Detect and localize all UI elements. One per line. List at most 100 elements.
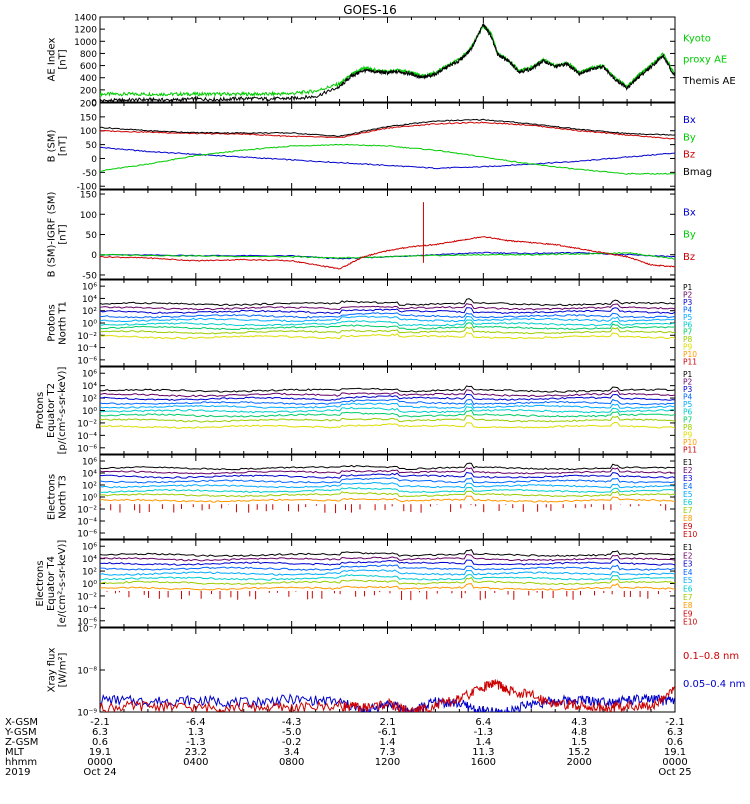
legend-entry: P6	[683, 408, 693, 417]
chart-title: GOES-16	[343, 3, 397, 17]
x-table-value: -1.3	[474, 727, 494, 738]
legend-entry: E1	[683, 458, 693, 467]
legend-entry: E8	[683, 514, 693, 523]
legend-entry: E3	[683, 560, 693, 569]
series-line	[100, 495, 675, 503]
legend-entry: E5	[683, 576, 693, 585]
panel-en: 10⁶ 10⁴ 10² 10⁰ 10⁻² 10⁻⁴ 10⁻⁶ Electrons North T…	[47, 454, 698, 540]
series-line	[100, 421, 675, 429]
legend-entry: P8	[683, 335, 693, 344]
x-table-value: -4.3	[282, 717, 302, 728]
x-table-value: 0000	[87, 757, 112, 768]
x-table-row-label: hhmm	[5, 757, 37, 768]
x-date-start: Oct 24	[83, 767, 116, 778]
series-line	[100, 564, 675, 571]
legend-entry: Themis AE	[682, 76, 736, 87]
legend-entry: E8	[683, 601, 693, 610]
y-axis-label: North T1	[58, 301, 69, 345]
panel-data	[100, 385, 675, 429]
panel-pe: 10⁶ 10⁴ 10² 10⁰ 10⁻² 10⁻⁴ 10⁻⁶ Protons Equator T…	[35, 366, 697, 455]
legend-entry: E10	[683, 618, 698, 627]
x-table-value: 0.6	[667, 737, 683, 748]
panel-ee: 10⁶ 10⁴ 10² 10⁰ 10⁻² 10⁻⁴ 10⁻⁶ Electrons Equator…	[35, 539, 698, 628]
legend-entry: Bz	[683, 252, 695, 263]
y-tick-label: 400	[80, 74, 97, 84]
y-axis-label: [nT]	[58, 49, 69, 69]
legend-entry: P5	[683, 400, 693, 409]
legend-entry: proxy AE	[683, 55, 727, 66]
y-tick-label: 50	[86, 231, 98, 241]
legend-entry: P4	[683, 393, 693, 402]
x-table-value: 0000	[662, 757, 687, 768]
series-line	[100, 236, 675, 270]
y-tick-label: 200	[80, 100, 97, 110]
y-axis-label: Protons	[35, 392, 46, 429]
y-tick-label: 10⁶	[82, 370, 97, 380]
x-date-end: Oct 25	[658, 767, 691, 778]
series-line	[100, 385, 675, 393]
y-axis-label: [nT]	[58, 224, 69, 244]
y-tick-label: 10⁶	[82, 458, 97, 468]
x-table-value: 0800	[279, 757, 304, 768]
x-year-label: 2019	[5, 767, 30, 778]
y-tick-label: 200	[80, 86, 97, 96]
x-axis-table: X-GSM -2.1 -6.4 -4.3 2.1 6.4 4.3 -2.1 Y-GSM 6.3 1.…	[4, 717, 692, 778]
x-table-value: 1.4	[475, 737, 491, 748]
series-line	[100, 143, 675, 175]
legend-entry: Bx	[683, 207, 696, 218]
x-table-value: 1.5	[571, 737, 587, 748]
y-axis-label: B (SM)	[47, 129, 58, 162]
legend-entry: E6	[683, 498, 693, 507]
legend-entry: P3	[683, 385, 693, 394]
y-tick-label: 0	[91, 99, 97, 109]
x-table-value: 11.3	[472, 747, 494, 758]
y-tick-label: 10²	[82, 568, 97, 578]
series-line	[100, 393, 675, 401]
legend-entry: 0.1–0.8 nm	[683, 651, 739, 662]
legend-entry: E6	[683, 585, 693, 594]
series-line	[100, 409, 675, 418]
y-axis-label: Electrons	[35, 560, 46, 606]
legend-entry: P7	[683, 415, 693, 424]
x-table-value: 2000	[566, 757, 591, 768]
legend-entry: By	[683, 230, 696, 241]
x-table-value: 19.1	[664, 747, 686, 758]
legend-entry: P9	[683, 343, 693, 352]
y-axis-label: [e/(cm²-s-sr-keV)]	[57, 540, 68, 628]
y-tick-label: 100	[80, 211, 97, 221]
series-line	[100, 398, 675, 406]
legend-entry: 0.05–0.4 nm	[683, 679, 745, 690]
x-table-value: -1.3	[186, 737, 206, 748]
y-tick-label: 10⁰	[82, 407, 97, 417]
y-axis-label: Protons	[47, 304, 58, 341]
legend-entry: P9	[683, 430, 693, 439]
panel-data	[100, 23, 675, 102]
series-line	[100, 559, 675, 566]
y-axis-label: [p/(cm²-s-sr-keV)]	[57, 367, 68, 455]
series-line	[100, 121, 675, 140]
legend-entry: P3	[683, 298, 693, 307]
y-tick-label: 10⁻⁴	[77, 518, 97, 528]
panel-data	[100, 298, 675, 340]
x-table-value: -6.4	[186, 717, 206, 728]
panel-data	[100, 548, 675, 601]
legend-entry: P4	[683, 305, 693, 314]
legend-entry: E4	[683, 568, 693, 577]
series-line	[100, 415, 675, 423]
x-table-value: 6.4	[475, 717, 491, 728]
legend-entry: Bmag	[683, 167, 712, 178]
panel-pn: 10⁶ 10⁴ 10² 10⁰ 10⁻² 10⁻⁴ 10⁻⁶ Protons North T1 P…	[47, 279, 697, 367]
y-axis-label: Equator T2	[46, 383, 57, 438]
y-axis-label: AE Index	[47, 37, 58, 81]
x-table-value: -2.1	[90, 717, 110, 728]
x-table-value: -2.1	[665, 717, 685, 728]
legend-entry: E7	[683, 506, 693, 515]
panel-data	[100, 118, 675, 175]
legend-entry: P2	[683, 290, 693, 299]
panel-frame	[99, 189, 676, 280]
y-tick-label: 100	[80, 127, 97, 137]
legend-entry: E9	[683, 609, 693, 618]
series-line	[100, 251, 675, 260]
legend-entry: P1	[683, 283, 693, 292]
